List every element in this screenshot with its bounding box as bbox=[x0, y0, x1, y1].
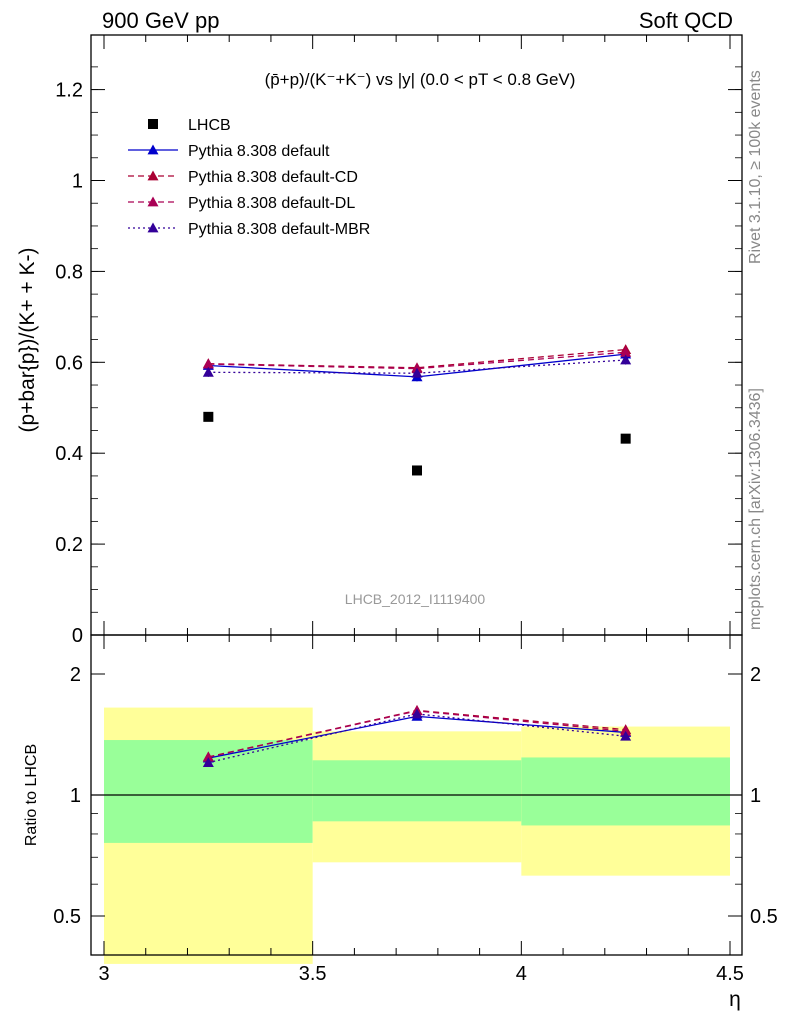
legend-marker-pythia-8-308-default bbox=[147, 144, 159, 155]
legend-marker-pythia-8-308-default-cd bbox=[147, 170, 159, 181]
main-axes: 0 0.2 0.4 0.6 0.8 1 1.2 bbox=[55, 34, 743, 647]
main-y-tick-label-3: 0.4 bbox=[55, 443, 83, 465]
main-y-tick-label-1: 0 bbox=[72, 625, 83, 647]
main-y-tick-label-6: 1 bbox=[72, 171, 83, 193]
main-panel: (p̄+p)/(K⁻+K⁻) vs |y| (0.0 < pT < 0.8 Ge… bbox=[16, 34, 743, 647]
legend-label-pythia-8-308-default: Pythia 8.308 default bbox=[188, 143, 330, 160]
mcplots-label: mcplots.cern.ch [arXiv:1306.3436] bbox=[747, 388, 764, 630]
main-y-tick-label-2: 0.2 bbox=[55, 534, 83, 556]
data-point-lhcb-2 bbox=[412, 465, 422, 476]
legend-label-pythia-8-308-default-cd: Pythia 8.308 default-CD bbox=[188, 169, 358, 186]
header-right: Soft QCD bbox=[639, 8, 733, 33]
ratio-axes: 0.5 0.5 1 1 2 2 3 3.5 4 4.5 bbox=[53, 634, 778, 985]
header-left: 900 GeV pp bbox=[102, 8, 219, 33]
ratio-point-pythia-8-308-default-mbr-3 bbox=[620, 730, 632, 741]
ratio-band-inner-2 bbox=[312, 760, 522, 822]
legend-marker-pythia-8-308-default-mbr bbox=[147, 222, 159, 233]
ratio-panel: 0.5 0.5 1 1 2 2 3 3.5 4 4.5 Ratio to LHCB η bbox=[23, 634, 778, 1011]
ratio-y-tick-label-left-3: 2 bbox=[70, 664, 81, 686]
ratio-point-pythia-8-308-default-dl-1 bbox=[202, 751, 214, 762]
x-axis-label: η bbox=[729, 988, 741, 1011]
legend-marker-lhcb bbox=[148, 119, 158, 129]
ratio-band-inner-3 bbox=[521, 757, 730, 826]
data-point-pythia-8-308-default-mbr-3 bbox=[620, 354, 632, 365]
plot-label: (p̄+p)/(K⁻+K⁻) vs |y| (0.0 < pT < 0.8 Ge… bbox=[265, 70, 576, 89]
data-point-pythia-8-308-default-mbr-1 bbox=[202, 366, 214, 377]
ratio-bands bbox=[91, 707, 742, 964]
legend: LHCB Pythia 8.308 default Pythia 8.308 def… bbox=[128, 117, 370, 238]
legend-label-lhcb: LHCB bbox=[188, 117, 231, 134]
data-point-pythia-8-308-default-dl-3 bbox=[620, 346, 632, 357]
x-tick-label-2: 3.5 bbox=[299, 963, 327, 985]
main-y-axis-label: (p+bar{p})/(K+ + K-) bbox=[16, 247, 39, 432]
data-point-pythia-8-308-default-dl-1 bbox=[202, 358, 214, 369]
x-tick-label-1: 3 bbox=[98, 963, 109, 985]
main-marks bbox=[202, 344, 632, 476]
ratio-y-tick-label-right-3: 2 bbox=[750, 664, 761, 686]
ratio-marks bbox=[202, 704, 632, 767]
analysis-watermark: LHCB_2012_I1119400 bbox=[345, 591, 486, 607]
legend-label-pythia-8-308-default-mbr: Pythia 8.308 default-MBR bbox=[188, 221, 370, 238]
ratio-y-tick-label-left-1: 0.5 bbox=[53, 906, 81, 928]
ratio-line-pythia-8-308-default-mbr bbox=[208, 713, 626, 764]
main-y-tick-label-5: 0.8 bbox=[55, 261, 83, 283]
ratio-point-pythia-8-308-default-mbr-1 bbox=[202, 757, 214, 767]
data-point-lhcb-1 bbox=[203, 411, 214, 422]
data-point-pythia-8-308-default-mbr-2 bbox=[411, 367, 423, 378]
ratio-y-tick-label-right-1: 0.5 bbox=[750, 906, 778, 928]
main-y-tick-label-7: 1.2 bbox=[55, 80, 83, 102]
ratio-y-tick-label-left-2: 1 bbox=[70, 785, 81, 807]
x-tick-label-4: 4.5 bbox=[716, 963, 744, 985]
legend-label-pythia-8-308-default-dl: Pythia 8.308 default-DL bbox=[188, 195, 355, 212]
ratio-point-pythia-8-308-default-mbr-2 bbox=[411, 708, 423, 719]
data-point-lhcb-3 bbox=[620, 433, 631, 444]
main-y-tick-label-4: 0.6 bbox=[55, 352, 83, 374]
rivet-label: Rivet 3.1.10, ≥ 100k events bbox=[747, 70, 764, 264]
legend-marker-pythia-8-308-default-dl bbox=[147, 196, 159, 207]
ratio-y-axis-label: Ratio to LHCB bbox=[23, 744, 40, 846]
ratio-y-tick-label-right-2: 1 bbox=[750, 785, 761, 807]
x-tick-label-3: 4 bbox=[516, 963, 527, 985]
